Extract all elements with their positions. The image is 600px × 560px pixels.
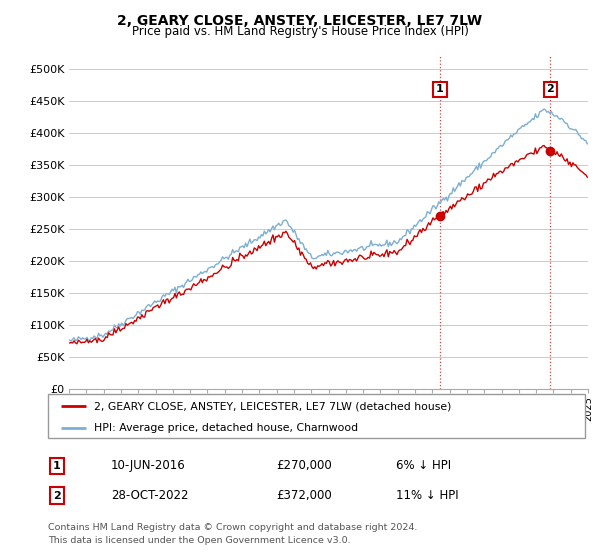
Text: 2: 2 (53, 491, 61, 501)
Text: Price paid vs. HM Land Registry's House Price Index (HPI): Price paid vs. HM Land Registry's House … (131, 25, 469, 38)
Text: 28-OCT-2022: 28-OCT-2022 (111, 489, 188, 502)
Text: This data is licensed under the Open Government Licence v3.0.: This data is licensed under the Open Gov… (48, 536, 350, 545)
Text: 2: 2 (547, 85, 554, 94)
Text: 1: 1 (436, 85, 444, 94)
Text: 2, GEARY CLOSE, ANSTEY, LEICESTER, LE7 7LW (detached house): 2, GEARY CLOSE, ANSTEY, LEICESTER, LE7 7… (94, 402, 451, 412)
Text: Contains HM Land Registry data © Crown copyright and database right 2024.: Contains HM Land Registry data © Crown c… (48, 523, 418, 532)
Text: 6% ↓ HPI: 6% ↓ HPI (396, 459, 451, 473)
Text: 10-JUN-2016: 10-JUN-2016 (111, 459, 186, 473)
FancyBboxPatch shape (48, 394, 585, 438)
Text: 1: 1 (53, 461, 61, 471)
Text: £372,000: £372,000 (276, 489, 332, 502)
Text: 11% ↓ HPI: 11% ↓ HPI (396, 489, 458, 502)
Text: HPI: Average price, detached house, Charnwood: HPI: Average price, detached house, Char… (94, 423, 358, 433)
Text: 2, GEARY CLOSE, ANSTEY, LEICESTER, LE7 7LW: 2, GEARY CLOSE, ANSTEY, LEICESTER, LE7 7… (118, 14, 482, 28)
Text: £270,000: £270,000 (276, 459, 332, 473)
